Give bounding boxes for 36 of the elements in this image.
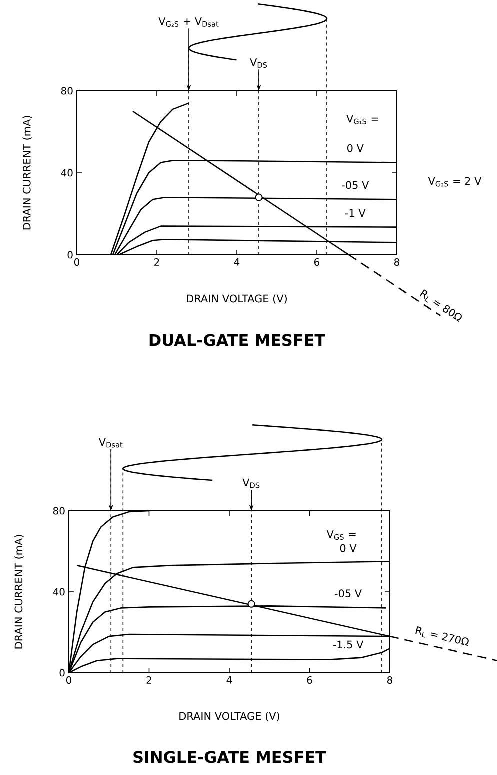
annotation: V$_{G₁S}$ = [346,114,378,124]
y-tick-label: 40 [53,588,65,596]
ref-line-label: V$_{G₂S}$ + V$_{Dsat}$ [158,18,219,27]
ref-line-label: V$_{Dsat}$ [98,438,123,448]
y-axis-title: DRAIN CURRENT (mA) [22,116,32,230]
x-tick-label: 0 [74,258,80,266]
x-axis-title: DRAIN VOLTAGE (V) [180,712,280,722]
series-label: -05 V [342,181,370,190]
y-axis-title: DRAIN CURRENT (mA) [14,535,24,649]
x-axis-title: DRAIN VOLTAGE (V) [187,294,287,304]
series-label: -1 V [345,209,366,218]
y-tick-label: 80 [61,87,73,95]
text: R$_{L}$ = 80Ω [420,289,462,322]
x-tick-label: 8 [394,258,400,266]
x-tick-label: 2 [154,258,160,266]
text: DUAL-GATE MESFET [150,334,326,346]
ref-line-label: V$_{DS}$ [250,58,268,68]
y-tick-label: 80 [53,507,65,515]
series-label: 0 V [348,144,364,152]
legend-label: -05 V [334,590,362,598]
ref-line-label: V$_{DS}$ [242,478,260,488]
x-tick-label: 6 [314,258,320,266]
annotation: V$_{GS}$ = [326,530,356,540]
y-tick-label: 0 [68,251,73,259]
x-tick-label: 8 [387,676,392,684]
x-tick-label: 6 [307,676,312,684]
series-label: -1.5 V [333,640,364,649]
y-tick-label: 0 [60,669,65,677]
x-tick-label: 2 [146,676,152,684]
x-tick-label: 4 [226,676,232,684]
text: SINGLE-GATE MESFET [134,751,326,764]
series-label: 0 V [340,544,357,552]
text: R$_{L}$ = 270Ω [416,626,469,646]
text: V$_{G₂S}$ = 2 V [428,177,482,187]
x-tick-label: 4 [234,258,240,266]
y-tick-label: 40 [61,169,73,177]
